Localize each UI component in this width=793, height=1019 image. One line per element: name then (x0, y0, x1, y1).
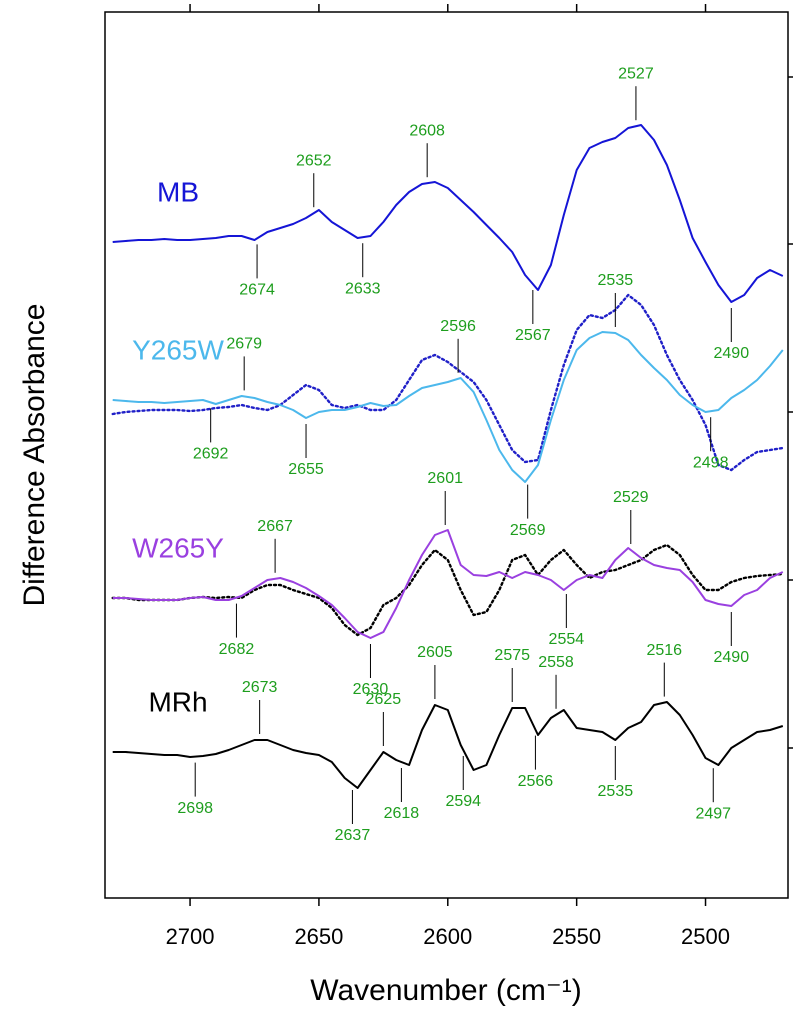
series-label: W265Y (132, 532, 224, 563)
peak-label: 2637 (335, 827, 371, 844)
peak-label: 2692 (193, 446, 229, 463)
peak-label: 2698 (177, 800, 213, 817)
peak-label: 2601 (427, 470, 463, 487)
peak-label: 2618 (384, 805, 420, 822)
x-tick-label: 2650 (294, 924, 343, 949)
spectrum-line (112, 701, 784, 789)
plot-frame (104, 11, 789, 899)
peak-label: 2567 (515, 327, 551, 344)
y-axis-label: Difference Absorbance (18, 304, 51, 607)
peak-label: 2527 (618, 65, 654, 82)
x-tick-label: 2700 (166, 924, 215, 949)
peak-label: 2575 (494, 647, 530, 664)
series-label: MB (157, 176, 199, 207)
spectrum-line (111, 543, 784, 637)
peak-label: 2596 (440, 318, 476, 335)
peak-label: 2535 (598, 272, 634, 289)
peak-label: 2682 (219, 641, 255, 658)
peak-label: 2630 (353, 681, 389, 698)
x-tick-label: 2500 (681, 924, 730, 949)
peak-label: 2673 (242, 679, 278, 696)
peak-label: 2667 (257, 518, 293, 535)
peak-label: 2608 (409, 122, 445, 139)
peak-label: 2516 (646, 642, 682, 659)
x-axis-label: Wavenumber (cm⁻¹) (310, 974, 581, 1007)
spectrum-line (112, 331, 784, 483)
peak-label: 2569 (510, 522, 546, 539)
peak-label: 2594 (445, 793, 481, 810)
spectrum-line (112, 124, 784, 303)
peak-label: 2633 (345, 280, 381, 297)
peak-label: 2529 (613, 489, 649, 506)
peak-label: 2652 (296, 152, 332, 169)
x-tick-label: 2600 (423, 924, 472, 949)
peak-label: 2554 (549, 631, 585, 648)
peak-label: 2655 (288, 461, 324, 478)
spectrum-line (111, 293, 784, 472)
peak-label: 2497 (695, 805, 731, 822)
peak-label: 2498 (693, 454, 729, 471)
peak-label: 2535 (598, 783, 634, 800)
series-label: Y265W (132, 334, 224, 365)
peak-label: 2566 (518, 773, 554, 790)
peak-label: 2679 (226, 336, 262, 353)
spectrum-line (112, 529, 784, 639)
x-tick-label: 2550 (552, 924, 601, 949)
peak-label: 2490 (714, 649, 750, 666)
peak-label: 2558 (538, 654, 574, 671)
peak-label: 2490 (714, 345, 750, 362)
series-label: MRh (148, 686, 207, 717)
peak-label: 2625 (366, 691, 402, 708)
peak-label: 2605 (417, 644, 453, 661)
peak-label: 2674 (239, 282, 275, 299)
